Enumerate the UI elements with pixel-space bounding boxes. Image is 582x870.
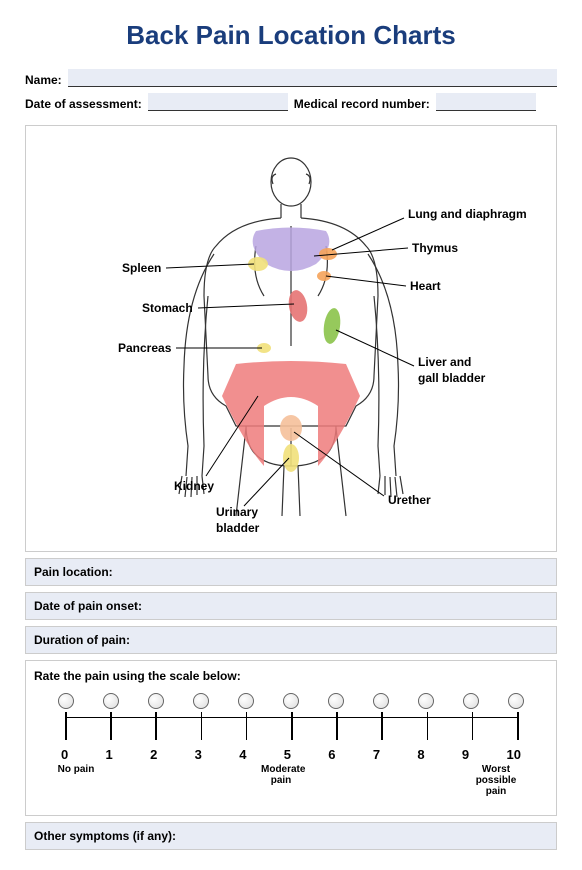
label-spleen: Spleen — [122, 261, 161, 275]
anatomy-diagram: Lung and diaphragm Thymus Heart Liver an… — [36, 146, 546, 536]
scale-num-3: 3 — [195, 747, 202, 762]
pain-scale-labels: No pain Moderate pain Worst possible pai… — [54, 764, 528, 797]
mrn-label: Medical record number: — [294, 97, 430, 111]
label-thymus: Thymus — [412, 241, 458, 255]
tick — [155, 712, 157, 740]
pain-onset-section[interactable]: Date of pain onset: — [25, 592, 557, 620]
pain-location-section[interactable]: Pain location: — [25, 558, 557, 586]
label-kidney: Kidney — [174, 479, 214, 493]
label-lung: Lung and diaphragm — [408, 207, 527, 221]
scale-num-4: 4 — [239, 747, 246, 762]
label-liver-1: Liver and — [418, 355, 471, 369]
pain-radio-3[interactable] — [193, 693, 209, 709]
scale-low-label: No pain — [56, 764, 96, 797]
scale-num-7: 7 — [373, 747, 380, 762]
pain-radio-2[interactable] — [148, 693, 164, 709]
date-input[interactable] — [148, 93, 288, 111]
scale-num-6: 6 — [328, 747, 335, 762]
tick — [336, 712, 338, 740]
label-stomach: Stomach — [142, 301, 193, 315]
label-urinary-2: bladder — [216, 521, 260, 535]
pain-radio-6[interactable] — [328, 693, 344, 709]
pain-scale-radios — [54, 693, 528, 709]
tick — [291, 712, 293, 740]
pain-radio-7[interactable] — [373, 693, 389, 709]
region-liver — [322, 307, 343, 345]
scale-num-10: 10 — [506, 747, 520, 762]
tick — [246, 712, 248, 740]
scale-num-1: 1 — [106, 747, 113, 762]
pain-radio-8[interactable] — [418, 693, 434, 709]
pain-radio-4[interactable] — [238, 693, 254, 709]
scale-high-label: Worst possible pain — [466, 764, 526, 797]
pain-radio-10[interactable] — [508, 693, 524, 709]
tick — [517, 712, 519, 740]
region-urinary — [283, 444, 299, 472]
label-urinary-1: Urinary — [216, 505, 258, 519]
scale-num-5: 5 — [284, 747, 291, 762]
mrn-input[interactable] — [436, 93, 536, 111]
pain-radio-0[interactable] — [58, 693, 74, 709]
region-stomach — [286, 289, 309, 324]
tick — [65, 712, 67, 740]
tick — [110, 712, 112, 740]
tick — [427, 712, 429, 740]
scale-num-9: 9 — [462, 747, 469, 762]
name-label: Name: — [25, 73, 62, 87]
page-title: Back Pain Location Charts — [25, 20, 557, 51]
label-pancreas: Pancreas — [118, 341, 172, 355]
label-liver-2: gall bladder — [418, 371, 486, 385]
date-label: Date of assessment: — [25, 97, 142, 111]
pain-radio-5[interactable] — [283, 693, 299, 709]
region-urether — [280, 415, 302, 441]
pain-duration-section[interactable]: Duration of pain: — [25, 626, 557, 654]
tick — [201, 712, 203, 740]
scale-num-2: 2 — [150, 747, 157, 762]
pain-radio-9[interactable] — [463, 693, 479, 709]
rate-pain-section: Rate the pain using the scale below: 0 1 2… — [25, 660, 557, 816]
pain-scale-axis — [65, 717, 517, 745]
tick — [472, 712, 474, 740]
other-symptoms-section[interactable]: Other symptoms (if any): — [25, 822, 557, 850]
rate-pain-label: Rate the pain using the scale below: — [34, 669, 548, 683]
date-mrn-row: Date of assessment: Medical record numbe… — [25, 93, 557, 111]
tick — [381, 712, 383, 740]
scale-num-0: 0 — [61, 747, 68, 762]
scale-num-8: 8 — [417, 747, 424, 762]
name-input[interactable] — [68, 69, 557, 87]
scale-mid-label: Moderate pain — [261, 764, 301, 797]
pain-radio-1[interactable] — [103, 693, 119, 709]
pain-scale-numbers: 0 1 2 3 4 5 6 7 8 9 10 — [54, 747, 528, 762]
name-row: Name: — [25, 69, 557, 87]
label-urether: Urether — [388, 493, 431, 507]
label-heart: Heart — [410, 279, 441, 293]
anatomy-diagram-box: Lung and diaphragm Thymus Heart Liver an… — [25, 125, 557, 552]
